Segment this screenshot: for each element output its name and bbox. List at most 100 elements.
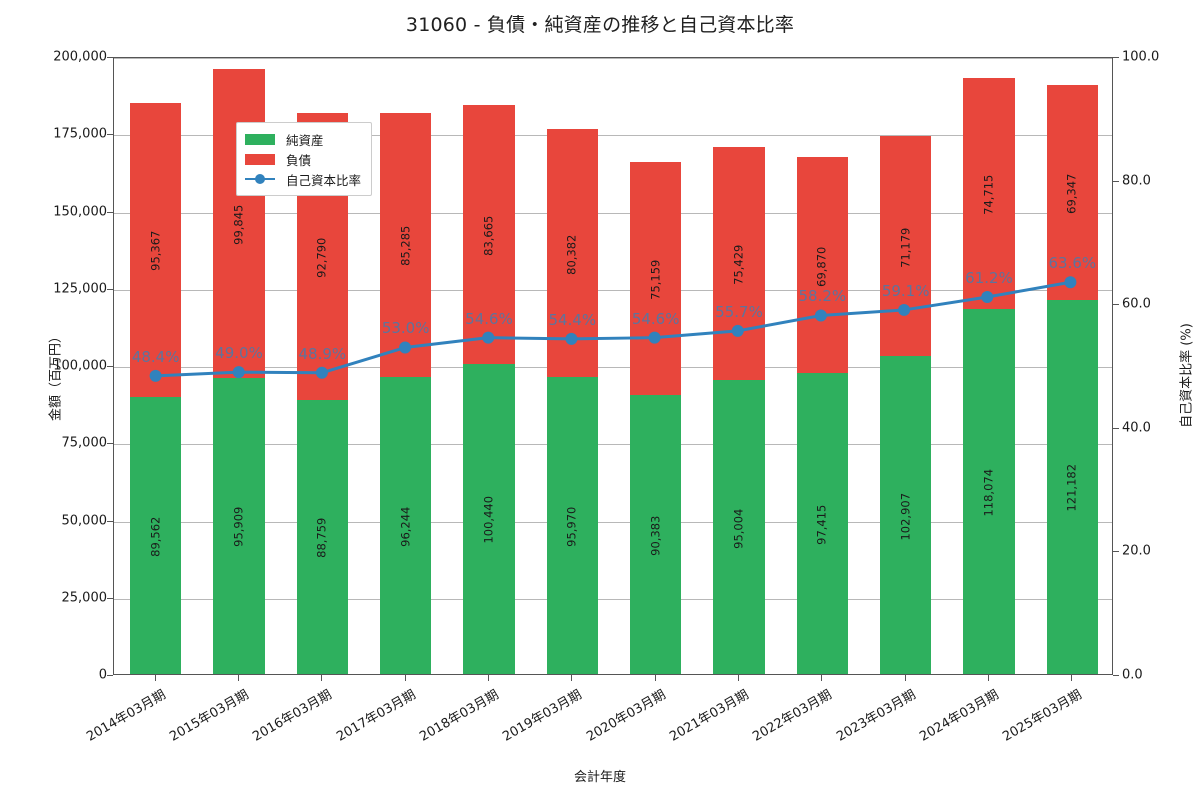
y-axis-left-tick-label: 75,000 (61, 435, 108, 451)
y-axis-left-tickmark (107, 211, 113, 213)
bar-group[interactable]: 95,004 75,429 (713, 56, 765, 674)
y-axis-left-tick-label: 200,000 (53, 49, 107, 65)
ratio-value-label: 54.4% (548, 310, 597, 329)
legend-item[interactable]: 自己資本比率 (245, 169, 361, 189)
bar-value-label-liabilities: 75,159 (647, 259, 662, 300)
y-axis-left-tickmark (107, 134, 113, 136)
y-axis-left-tickmark (107, 57, 113, 58)
x-axis-tickmark (571, 675, 573, 681)
x-axis-tickmark (321, 675, 323, 681)
x-axis-tickmark (1071, 675, 1073, 681)
y-axis-left-label: 金額（百万円） (48, 330, 64, 422)
ratio-value-label: 63.6% (1048, 253, 1097, 272)
x-axis-tickmark (988, 675, 989, 681)
y-axis-right-label: 自己資本比率 (%) (1179, 323, 1195, 428)
gridline (114, 135, 1112, 137)
gridline (114, 676, 1112, 677)
legend-item[interactable]: 負債 (245, 149, 361, 169)
y-axis-right-tickmark (1113, 675, 1119, 676)
bar-group[interactable]: 95,970 80,382 (546, 56, 599, 674)
bar-value-label-liabilities: 99,845 (231, 204, 246, 245)
bar-value-label-liabilities: 80,382 (564, 234, 579, 275)
legend-label: 自己資本比率 (286, 172, 362, 188)
x-axis-tickmark (654, 675, 656, 681)
chart-legend: 純資産負債自己資本比率 (236, 122, 373, 196)
bar-value-label-liabilities: 74,715 (981, 174, 996, 216)
bar-segment-net-assets[interactable] (296, 399, 349, 674)
y-axis-left-tickmark (107, 520, 113, 522)
bar-group[interactable]: 118,074 74,715 (963, 56, 1015, 674)
bar-value-label-net-assets: 95,004 (731, 508, 746, 549)
ratio-value-label: 54.6% (631, 309, 680, 328)
bar-segment-net-assets[interactable] (546, 377, 599, 674)
bar-segment-net-assets[interactable] (879, 356, 932, 674)
y-axis-left-tickmark (107, 366, 113, 367)
x-axis-tick-label: 2020年03月期 (583, 687, 669, 745)
bar-segment-net-assets[interactable] (713, 380, 765, 674)
x-axis-tickmark (154, 675, 156, 681)
bar-value-label-net-assets: 97,415 (814, 504, 829, 545)
bar-group[interactable]: 102,907 71,179 (879, 56, 932, 674)
bar-value-label-liabilities: 69,870 (814, 246, 829, 287)
gridline (114, 58, 1112, 59)
bar-segment-net-assets[interactable] (463, 363, 515, 674)
bar-value-label-net-assets: 102,907 (897, 492, 912, 541)
ratio-value-label: 48.9% (298, 344, 347, 363)
x-axis-tick-label: 2021年03月期 (667, 687, 752, 745)
ratio-value-label: 58.2% (798, 287, 847, 306)
bar-group[interactable]: 100,440 83,665 (463, 56, 515, 674)
bar-segment-net-assets[interactable] (379, 376, 432, 674)
bar-value-label-liabilities: 92,790 (314, 237, 329, 278)
x-axis-tickmark (738, 675, 739, 681)
legend-label: 負債 (286, 152, 312, 168)
legend-swatch (245, 133, 275, 145)
y-axis-right-tick-label: 20.0 (1122, 543, 1151, 559)
bar-group[interactable]: 90,383 75,159 (629, 56, 682, 674)
ratio-value-label: 59.1% (881, 281, 930, 300)
y-axis-left-tickmark (107, 443, 113, 445)
bar-value-label-net-assets: 90,383 (647, 515, 662, 556)
gridline (114, 521, 1112, 523)
y-axis-left-tick-label: 150,000 (53, 204, 107, 219)
bar-value-label-net-assets: 96,244 (397, 506, 412, 547)
y-axis-left-tick-label: 100,000 (53, 358, 107, 374)
y-axis-left-tickmark (107, 288, 113, 290)
bar-value-label-liabilities: 95,367 (147, 231, 162, 272)
ratio-value-label: 53.0% (381, 319, 430, 338)
bar-value-label-net-assets: 100,440 (481, 496, 496, 544)
y-axis-left-tickmark (107, 675, 113, 676)
bar-group[interactable]: 121,182 69,347 (1046, 56, 1099, 674)
bar-value-label-liabilities: 85,285 (397, 225, 412, 267)
x-axis-tick-label: 2025年03月期 (1000, 687, 1085, 745)
y-axis-left-tick-label: 25,000 (61, 590, 108, 606)
y-axis-right-tick-label: 40.0 (1122, 420, 1151, 436)
bar-value-label-net-assets: 88,759 (314, 518, 329, 559)
y-axis-right-tick-label: 60.0 (1122, 296, 1151, 312)
bar-segment-net-assets[interactable] (213, 377, 265, 674)
legend-line-marker (245, 174, 275, 185)
ratio-value-label: 49.0% (215, 344, 263, 363)
bar-segment-net-assets[interactable] (796, 373, 849, 674)
bar-segment-net-assets[interactable] (629, 394, 682, 674)
legend-item[interactable]: 純資産 (245, 129, 361, 149)
bar-group[interactable]: 97,415 69,870 (796, 56, 849, 674)
x-axis-tick-label: 2024年03月期 (917, 687, 1002, 745)
bar-segment-net-assets[interactable] (129, 397, 182, 674)
y-axis-left-tick-label: 50,000 (61, 513, 108, 528)
bar-value-label-liabilities: 83,665 (481, 215, 496, 256)
bar-segment-liabilities[interactable] (963, 78, 1015, 310)
y-axis-right-tickmark (1113, 180, 1119, 182)
x-axis-tick-label: 2014年03月期 (83, 687, 169, 745)
bar-segment-liabilities[interactable] (1046, 85, 1099, 300)
bar-value-label-liabilities: 69,347 (1064, 173, 1079, 214)
y-axis-right-tick-label: 80.0 (1122, 173, 1151, 189)
chart-title: 31060 - 負債・純資産の推移と自己資本比率 (405, 14, 795, 36)
x-axis-tick-label: 2022年03月期 (750, 687, 835, 745)
x-axis-tick-label: 2017年03月期 (333, 687, 419, 745)
bar-value-label-net-assets: 89,562 (147, 516, 162, 558)
bar-value-label-net-assets: 118,074 (981, 469, 996, 517)
y-axis-right-tickmark (1113, 551, 1119, 553)
gridline (114, 598, 1112, 600)
bar-group[interactable]: 96,244 85,285 (379, 56, 432, 674)
